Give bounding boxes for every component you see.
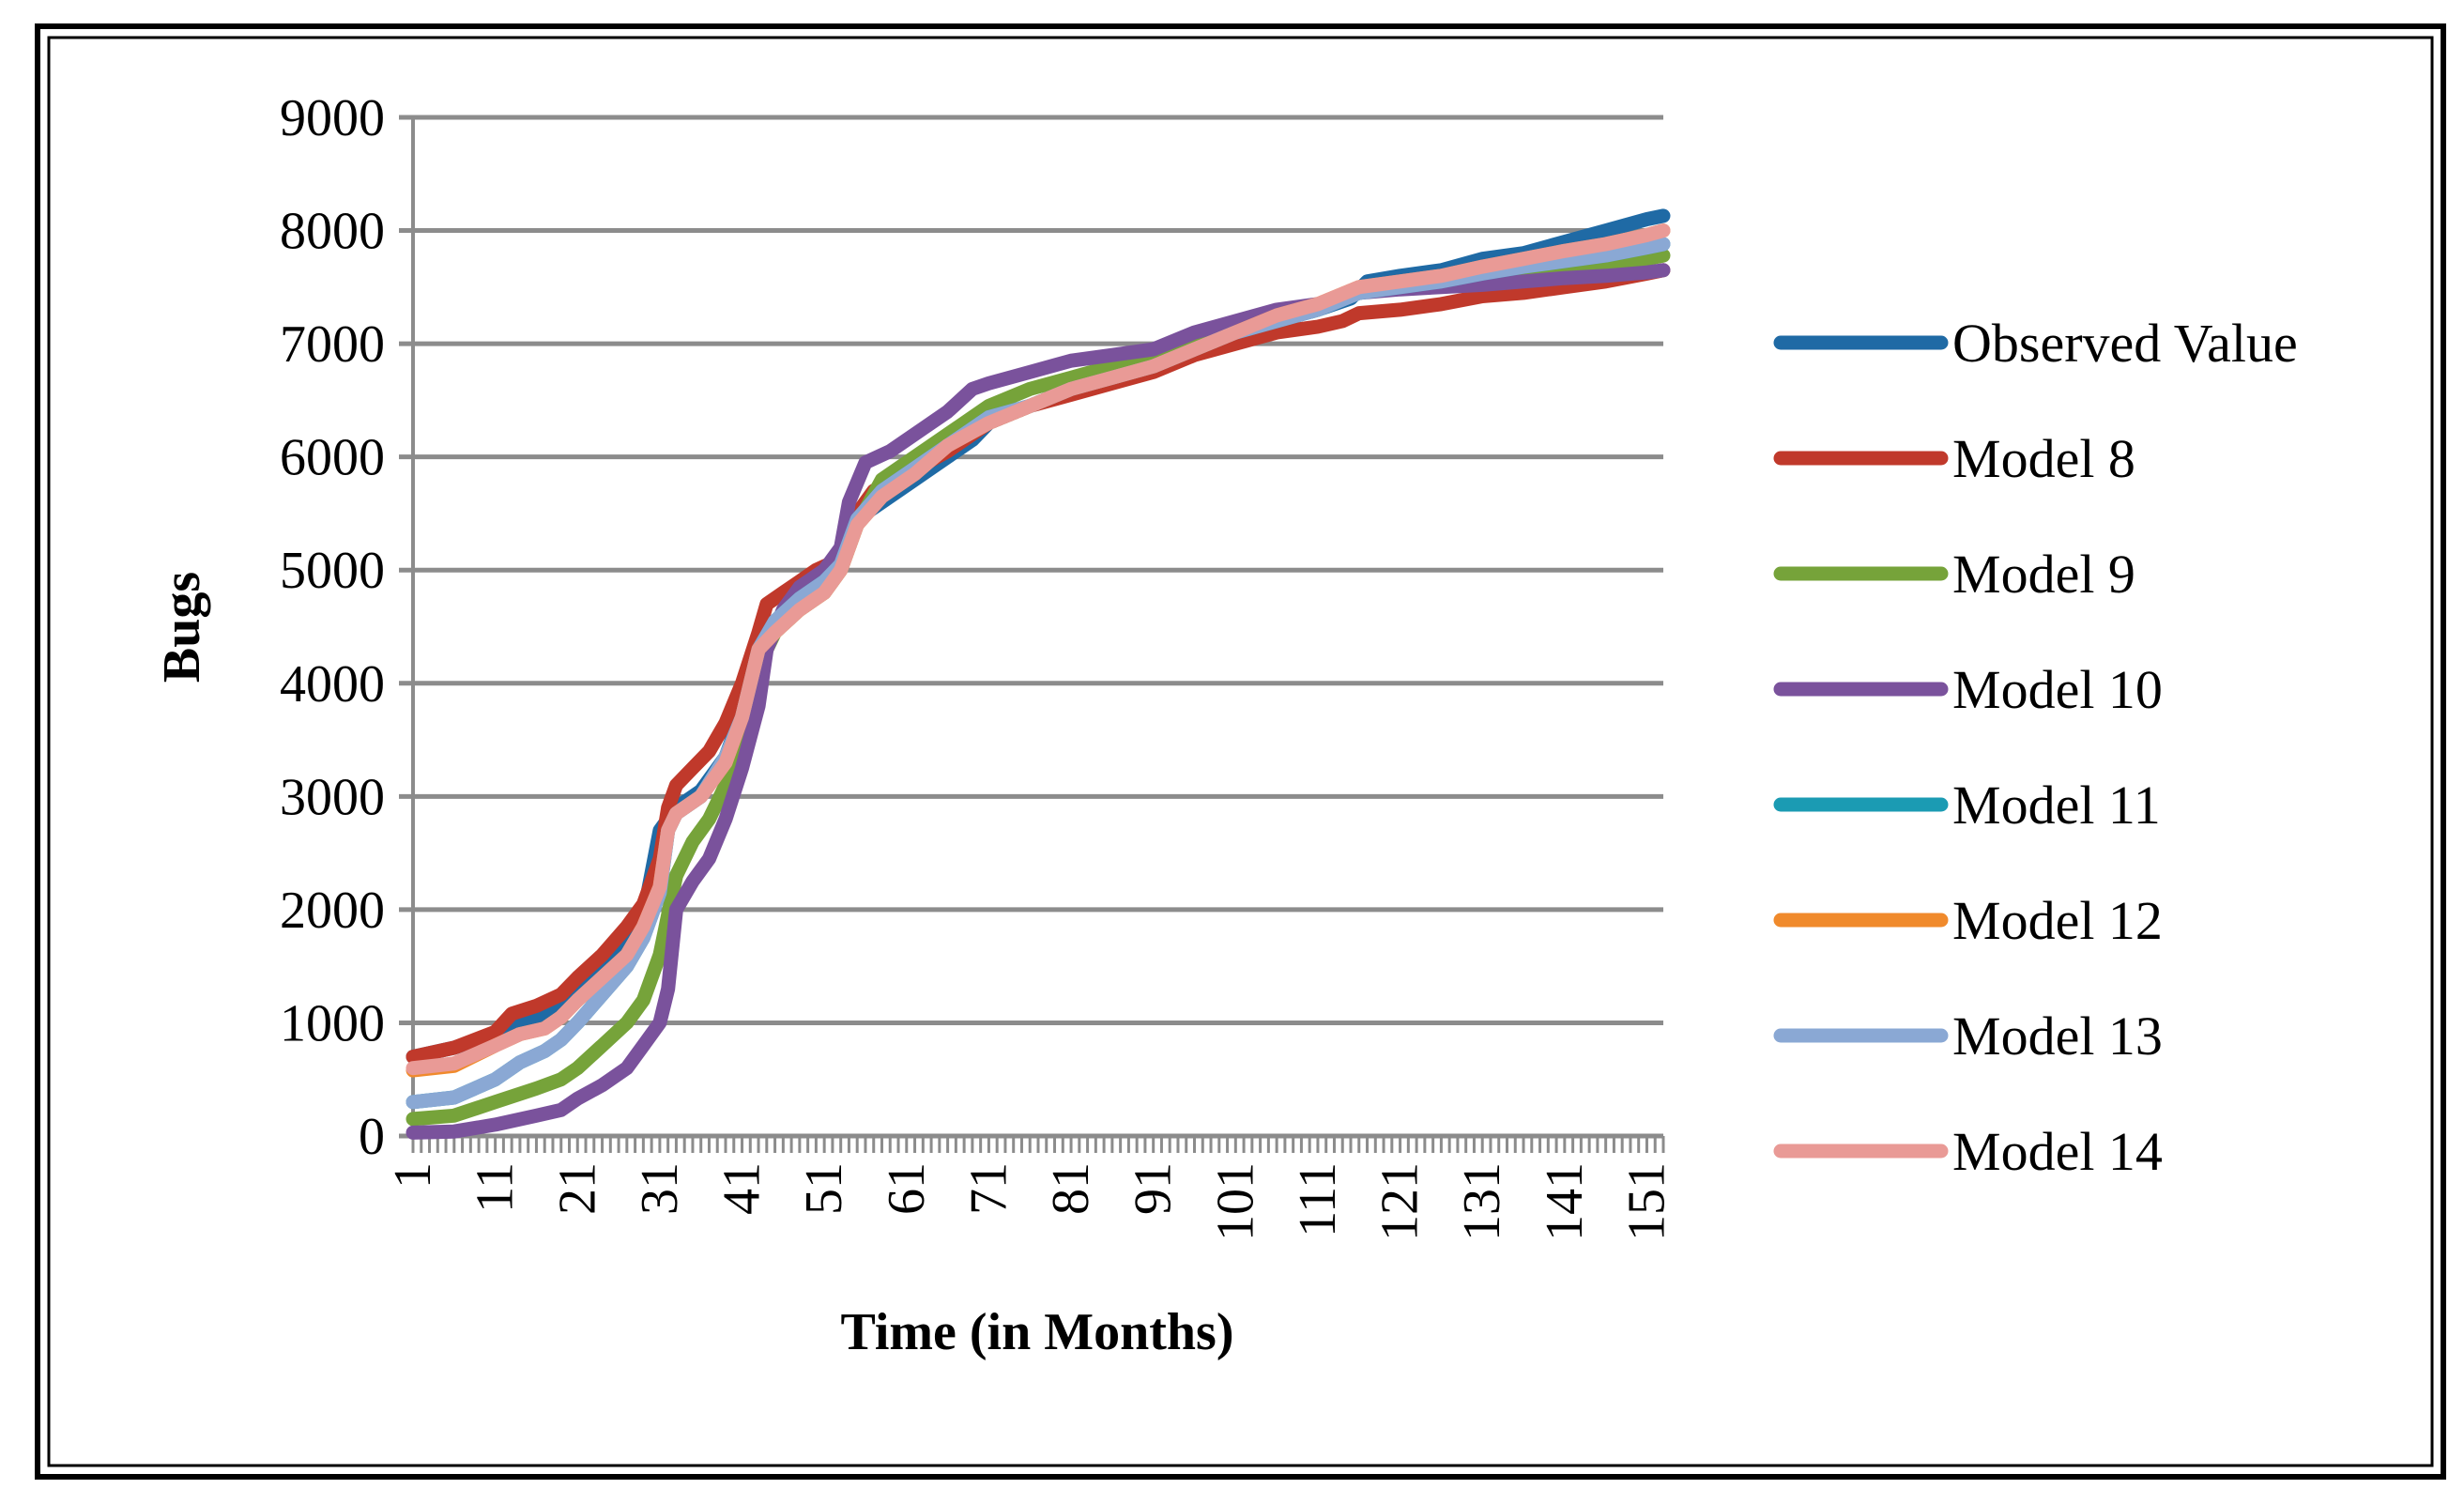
x-tick-label-51: 51 — [795, 1162, 853, 1215]
x-tick-label-151: 151 — [1617, 1162, 1676, 1241]
y-tick-label-4000: 4000 — [280, 655, 385, 714]
x-axis-label: Time (in Months) — [841, 1303, 1234, 1361]
x-tick-label-41: 41 — [713, 1162, 772, 1215]
x-tick-label-61: 61 — [878, 1162, 936, 1215]
x-tick-label-141: 141 — [1536, 1162, 1594, 1241]
x-tick-labels: 1 11 21 31 41 51 61 71 81 91 101 111 121 131 141 151 — [384, 1162, 1676, 1241]
legend-label-model-13: Model 13 — [1952, 1005, 2163, 1067]
legend-label-observed-value: Observed Value — [1952, 313, 2298, 374]
series-lines — [406, 208, 1671, 1140]
x-tick-label-91: 91 — [1125, 1162, 1183, 1215]
series-line-model-14 — [406, 223, 1671, 1076]
y-tick-label-5000: 5000 — [280, 542, 385, 600]
y-tick-label-1000: 1000 — [280, 994, 385, 1052]
y-tick-labels: 0 1000 2000 3000 4000 5000 6000 7000 8000 9000 — [280, 89, 385, 1166]
x-tick-label-111: 111 — [1289, 1162, 1347, 1237]
y-tick-label-7000: 7000 — [280, 315, 385, 374]
inner-frame — [47, 36, 2434, 1467]
x-tick-label-131: 131 — [1453, 1162, 1511, 1241]
legend-label-model-11: Model 11 — [1952, 775, 2161, 836]
legend-label-model-14: Model 14 — [1952, 1121, 2163, 1182]
x-tick-label-21: 21 — [548, 1162, 606, 1215]
axes — [399, 115, 1665, 1153]
x-tick-label-121: 121 — [1371, 1162, 1430, 1241]
x-tick-label-31: 31 — [631, 1162, 689, 1215]
series-line-model-12 — [406, 223, 1671, 1078]
y-tick-label-8000: 8000 — [280, 203, 385, 261]
x-tick-label-101: 101 — [1206, 1162, 1264, 1241]
y-tick-label-3000: 3000 — [280, 768, 385, 826]
y-tick-label-9000: 9000 — [280, 89, 385, 147]
outer-frame — [35, 23, 2446, 1480]
legend-label-model-12: Model 12 — [1952, 890, 2163, 951]
y-tick-label-0: 0 — [359, 1108, 385, 1166]
x-tick-label-81: 81 — [1042, 1162, 1100, 1215]
grid-lines — [399, 115, 1663, 1025]
x-tick-label-71: 71 — [959, 1162, 1018, 1215]
y-tick-label-6000: 6000 — [280, 429, 385, 487]
legend-label-model-9: Model 9 — [1952, 544, 2135, 605]
legend-label-model-10: Model 10 — [1952, 659, 2163, 720]
x-tick-label-1: 1 — [384, 1162, 442, 1189]
y-axis-label: Bugs — [153, 572, 211, 683]
x-tick-label-11: 11 — [467, 1162, 525, 1213]
legend-label-model-8: Model 8 — [1952, 428, 2135, 489]
legend: Observed Value Model 8 Model 9 Model 10 Mode… — [1773, 313, 2298, 1182]
y-tick-label-2000: 2000 — [280, 882, 385, 940]
